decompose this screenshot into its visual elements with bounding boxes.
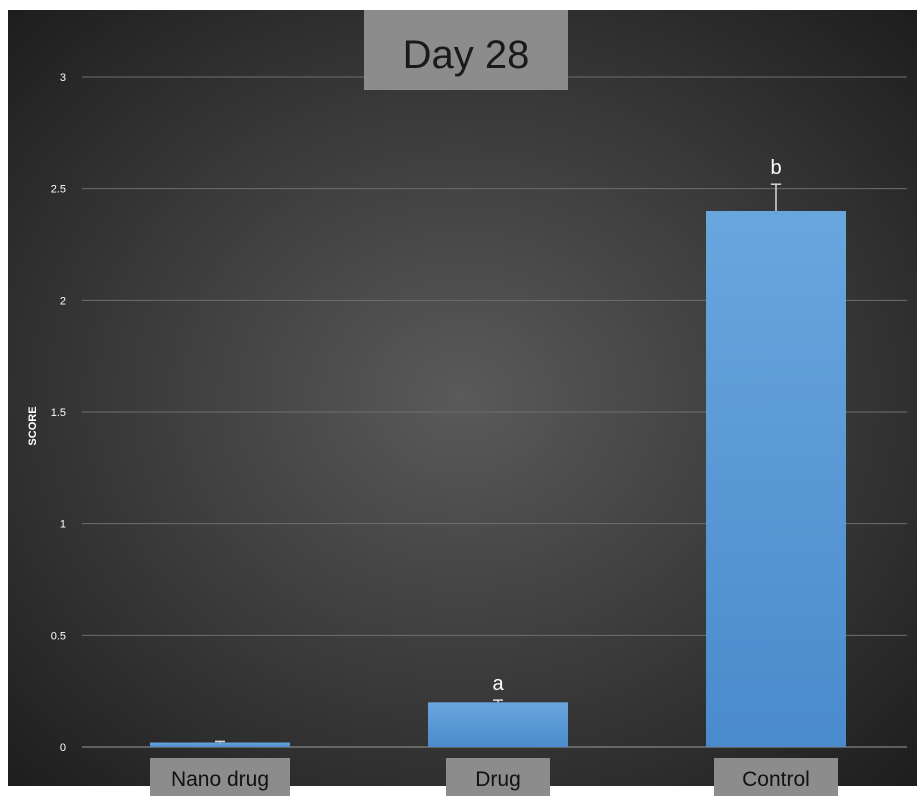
bar — [428, 702, 568, 747]
y-tick-label: 2.5 — [51, 184, 66, 196]
chart-title-box — [364, 10, 568, 90]
x-tick-label-box — [150, 758, 290, 796]
y-axis-label: SCORE — [27, 406, 39, 445]
chart-title-group: Day 28 — [364, 10, 568, 90]
significance-labels: ab — [492, 157, 781, 695]
significance-label: a — [492, 673, 504, 695]
x-tick-label: Control — [742, 768, 810, 791]
x-tick-label: Drug — [475, 768, 521, 791]
x-tick-label-box — [714, 758, 838, 796]
bar — [150, 742, 290, 747]
y-axis-ticks: 0 0.5 1 1.5 2 2.5 3 — [51, 72, 66, 754]
significance-label: b — [770, 157, 781, 179]
x-axis-labels: Nano drug Drug Control — [150, 758, 838, 796]
bars — [150, 211, 846, 747]
y-tick-label: 2 — [60, 295, 66, 307]
x-tick-label: Nano drug — [171, 768, 269, 791]
y-tick-label: 1 — [60, 519, 66, 531]
x-tick-label-box — [446, 758, 550, 796]
y-tick-label: 1.5 — [51, 407, 66, 419]
bar — [706, 211, 846, 747]
error-bars — [215, 183, 781, 743]
chart-title: Day 28 — [403, 33, 530, 77]
y-tick-label: 3 — [60, 72, 66, 84]
y-tick-label: 0.5 — [51, 630, 66, 642]
y-tick-label: 0 — [60, 742, 66, 754]
